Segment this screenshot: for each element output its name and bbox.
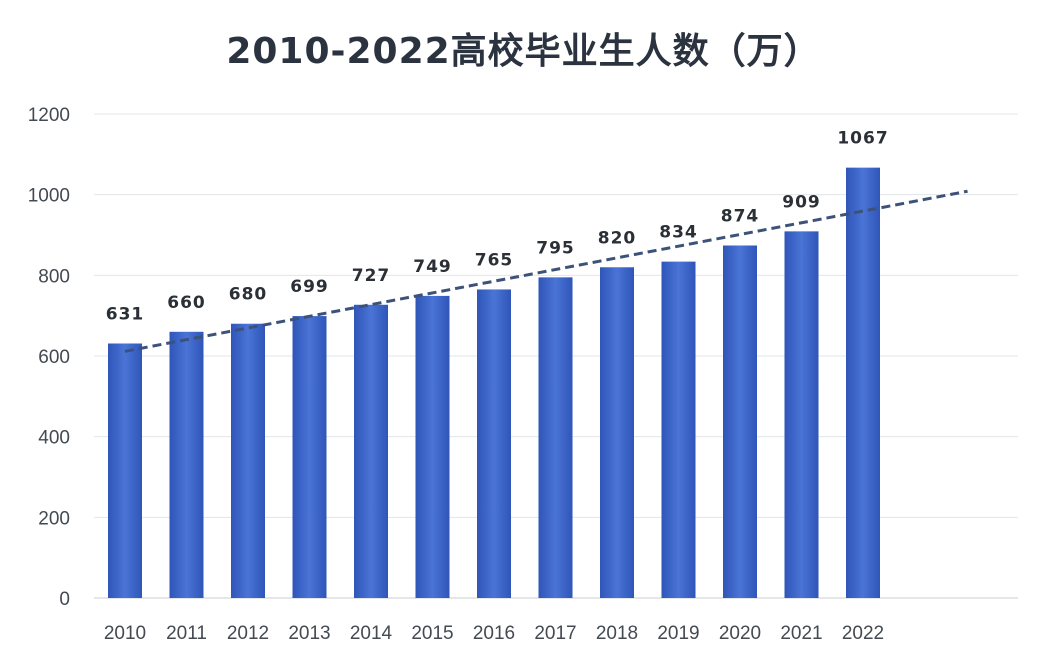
y-tick-label: 200: [38, 508, 70, 529]
y-tick-label: 800: [38, 266, 70, 287]
data-label: 631: [106, 304, 145, 324]
bar: [600, 267, 634, 598]
x-tick-label: 2015: [411, 623, 453, 644]
data-label: 820: [598, 228, 637, 248]
bar: [108, 343, 142, 598]
bar: [169, 331, 204, 598]
data-label: 680: [229, 285, 268, 305]
x-tick-label: 2020: [719, 623, 761, 644]
data-label: 727: [352, 266, 391, 286]
data-label: 749: [413, 257, 452, 277]
y-tick-label: 600: [38, 347, 70, 368]
x-tick-label: 2011: [166, 623, 207, 644]
bar: [415, 295, 450, 598]
data-label: 909: [782, 192, 821, 212]
y-tick-label: 400: [38, 428, 70, 449]
bar: [538, 277, 573, 598]
y-axis: 0 200 400 600 800 1000 1200: [28, 105, 70, 610]
x-tick-label: 2010: [104, 623, 146, 644]
bar: [784, 231, 819, 598]
chart-title: 2010-2022高校毕业生人数（万）: [226, 31, 821, 72]
trendline: [124, 189, 968, 353]
y-tick-label: 1200: [28, 105, 70, 126]
trendline-group: [124, 189, 968, 353]
bar: [846, 167, 880, 599]
bar: [477, 289, 511, 598]
y-tick-label: 0: [59, 589, 70, 610]
data-label: 765: [475, 250, 514, 270]
x-tick-label: 2012: [227, 623, 269, 644]
data-label: 699: [290, 277, 329, 297]
y-tick-label: 1000: [28, 186, 70, 207]
x-tick-label: 2021: [780, 623, 822, 644]
x-tick-label: 2016: [473, 623, 515, 644]
data-labels: 631 660 680 699 727 749 765 795 820 834 874 909 1067: [106, 129, 888, 325]
x-axis: 2010 2011 2012 2013 2014 2015 2016 2017 2018 2019…: [104, 623, 884, 644]
bar: [354, 304, 388, 598]
x-tick-label: 2018: [596, 623, 638, 644]
bar: [292, 316, 327, 598]
bar: [231, 323, 265, 598]
x-tick-label: 2017: [534, 623, 576, 644]
data-label: 660: [167, 293, 206, 313]
data-label: 874: [721, 206, 760, 226]
data-label: 834: [659, 223, 698, 243]
x-tick-label: 2019: [657, 623, 699, 644]
data-label: 1067: [837, 129, 888, 149]
bar: [661, 261, 696, 598]
x-tick-label: 2013: [288, 623, 330, 644]
bars: [108, 167, 880, 599]
x-tick-label: 2014: [350, 623, 393, 644]
x-tick-label: 2022: [842, 623, 884, 644]
bar: [723, 245, 757, 598]
data-label: 795: [536, 238, 575, 258]
